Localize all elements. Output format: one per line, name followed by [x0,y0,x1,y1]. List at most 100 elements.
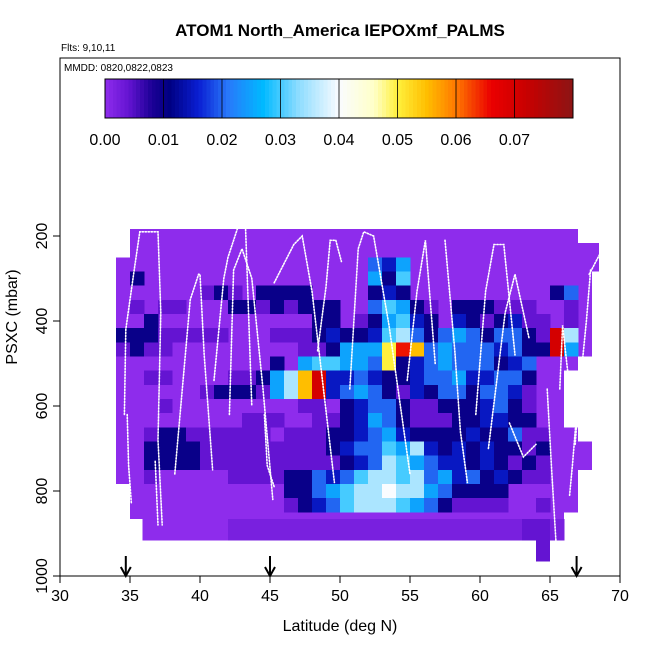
heatmap-cell [522,299,537,315]
heatmap-cell [270,455,285,471]
heatmap-cell [158,342,173,357]
heatmap-cell [438,469,453,485]
heatmap-cell [312,469,327,485]
heatmap-cell [382,313,397,329]
heatmap-cell [312,370,327,386]
heatmap-cell [354,370,369,386]
y-tick-label: 400 [34,308,51,335]
heatmap-cell [410,356,425,371]
colorbar-swatch [479,79,484,118]
heatmap-cell [480,398,495,414]
heatmap-cell [312,356,327,371]
heatmap-cell [158,398,173,414]
heatmap-cell [424,412,439,428]
heatmap-cell [410,455,425,471]
heatmap-cell [522,327,537,343]
heatmap-cell [382,299,397,315]
heatmap-cell [200,455,215,471]
heatmap-cell [452,384,467,400]
heatmap-cell [410,299,425,315]
heatmap-cell [256,469,271,485]
colorbar-swatch [198,79,204,118]
heatmap-cell [396,327,411,343]
heatmap-cell [228,370,243,386]
colorbar-swatch [569,79,574,118]
heatmap-cell [480,469,495,485]
colorbar-swatch [358,79,363,118]
heatmap-cell [452,313,467,329]
heatmap-cell [354,455,369,471]
heatmap-cell [410,483,425,499]
heatmap-cell [298,483,313,499]
heatmap-cell [368,327,383,343]
colorbar-tick-label: 0.07 [499,132,530,149]
heatmap-cell [494,313,509,329]
heatmap-cell [298,398,313,414]
heatmap-cell [480,327,495,343]
heatmap-cell [382,519,397,541]
heatmap-cell [200,441,215,456]
heatmap-cell [298,285,313,301]
heatmap-cell [200,427,215,442]
dates-label: MMDD: 0820,0822,0823 [64,63,173,74]
heatmap-cell [424,398,439,414]
heatmap-cell [382,285,397,301]
heatmap-cell [340,519,355,541]
heatmap-cell [522,384,537,400]
heatmap-cell [340,483,355,499]
colorbar-swatch [537,79,543,118]
heatmap-cell [466,370,481,386]
flight-track [487,274,530,450]
colorbar-swatch [510,79,516,118]
heatmap-cell [410,519,425,541]
heatmap-cell [536,519,551,541]
heatmap-cell [242,441,257,456]
heatmap-cell [536,497,551,513]
heatmap-cell [270,519,285,541]
colorbar-tick-label: 0.02 [206,132,237,149]
heatmap-cell [466,455,481,471]
colorbar-swatch [202,79,207,118]
x-axis: 30 35 40 45 50 55 60 65 70 [51,576,629,605]
heatmap-cell [494,412,509,428]
heatmap-cell [508,299,523,315]
heatmap-cell [186,327,201,343]
colorbar-swatch [378,79,383,118]
heatmap-cell [354,519,369,541]
heatmap-cell [424,441,439,456]
heatmap-row-band [116,271,592,286]
heatmap-cell [144,370,159,386]
heatmap-cell [522,342,537,357]
colorbar-swatch [413,79,418,118]
heatmap-cell [214,384,229,400]
colorbar-swatch [417,79,422,118]
heatmap-cell [284,497,299,513]
colorbar-swatch [261,79,266,118]
heatmap-cell [382,398,397,414]
colorbar-swatch [452,79,457,118]
heatmap-cell [522,455,537,471]
heatmap-cell [382,427,397,442]
heatmap-cell [368,313,383,329]
heatmap-cell [242,412,257,428]
colorbar-swatch [495,79,500,118]
heatmap-cell [396,497,411,513]
heatmap-cell [452,427,467,442]
colorbar-swatch [112,79,118,118]
heatmap-cell [396,313,411,329]
heatmap-cell [312,441,327,456]
heatmap-row-band [130,242,599,258]
flight-track [444,239,469,484]
colorbar-swatch [292,79,297,118]
colorbar-swatch [491,79,496,118]
colorbar-swatch [534,79,539,118]
heatmap-cell [396,398,411,414]
flight-track [474,243,516,416]
heatmap-cell [172,299,187,315]
heatmap-cell [410,427,425,442]
colorbar-tick-label: 0.01 [148,132,179,149]
heatmap-cell [158,299,173,315]
colorbar-swatch [381,79,387,118]
colorbar-tick-label: 0.00 [89,132,120,149]
heatmap-cell [270,370,285,386]
